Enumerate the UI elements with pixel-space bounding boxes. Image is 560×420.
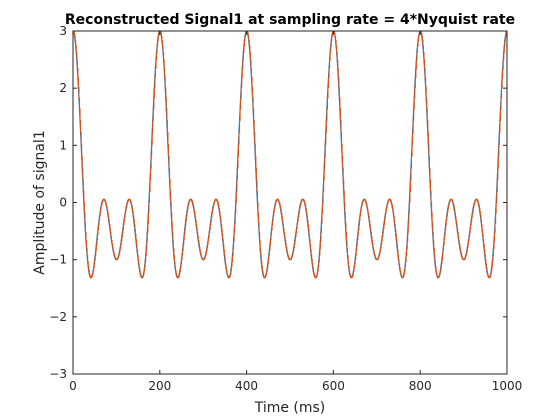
ticks-layer: 0 200 400 600 800 1000 −3 −2 −1 0 1 2 3: [49, 24, 522, 393]
y-tick-label: −2: [49, 310, 67, 324]
x-tick-label: 0: [69, 379, 77, 393]
y-tick-label: 2: [59, 81, 67, 95]
x-tick-label: 200: [148, 379, 171, 393]
y-tick-label: 1: [59, 138, 67, 152]
x-tick-label: 400: [235, 379, 258, 393]
y-tick-label: −1: [49, 253, 67, 267]
x-tick-label: 1000: [492, 379, 523, 393]
series-line-reconstructed: [73, 31, 507, 279]
plot-area: [73, 31, 507, 374]
x-axis-label: Time (ms): [254, 400, 326, 416]
y-tick-label: 0: [59, 196, 67, 210]
series-layer: [73, 31, 507, 279]
chart-title: Reconstructed Signal1 at sampling rate =…: [65, 12, 515, 28]
y-tick-label: 3: [59, 24, 67, 38]
y-tick-label: −3: [49, 367, 67, 381]
x-tick-label: 600: [322, 379, 345, 393]
x-tick-label: 800: [409, 379, 432, 393]
y-axis-label: Amplitude of signal1: [32, 130, 48, 274]
